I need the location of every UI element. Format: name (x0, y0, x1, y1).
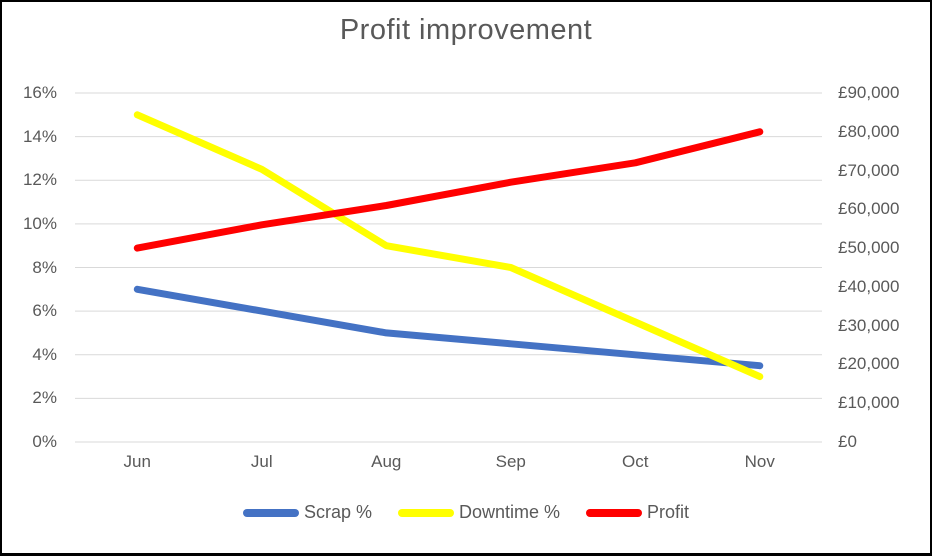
right-axis-tick: £60,000 (838, 199, 900, 219)
legend-label-downtime: Downtime % (458, 502, 561, 522)
left-axis-tick: 10% (22, 213, 57, 233)
right-axis-tick: £40,000 (838, 276, 900, 296)
legend-label-profit: Profit (647, 502, 690, 522)
x-axis-label: Jun (123, 452, 151, 471)
x-axis-label: Sep (495, 452, 526, 471)
legend-swatch-downtime (397, 508, 454, 517)
legend-swatch-profit (586, 508, 643, 517)
left-axis-tick: 16% (22, 83, 57, 102)
left-axis-tick: 8% (32, 257, 57, 277)
legend: Scrap % Downtime % Profit (2, 502, 930, 523)
right-axis-tick: £90,000 (838, 83, 900, 102)
legend-item-profit: Profit (586, 502, 689, 523)
legend-item-downtime: Downtime % (397, 502, 561, 523)
right-axis-tick: £10,000 (838, 393, 900, 413)
left-axis-tick: 4% (32, 344, 57, 364)
right-axis-tick: £80,000 (838, 121, 900, 141)
left-axis-tick: 6% (32, 301, 57, 321)
legend-label-scrap: Scrap % (303, 502, 372, 522)
series-line-downtime (133, 111, 764, 381)
right-axis-tick: £50,000 (838, 238, 900, 258)
x-axis-label: Aug (371, 452, 402, 471)
left-axis-tick: 12% (22, 170, 57, 190)
left-axis-tick: 2% (32, 388, 57, 408)
left-axis-tick: 14% (22, 126, 57, 146)
series-line-profit (133, 128, 764, 252)
x-axis-label: Nov (744, 452, 775, 471)
series-line-scrap (133, 285, 764, 370)
x-axis-label: Jul (250, 452, 273, 471)
left-axis-tick: 0% (32, 432, 57, 451)
legend-item-scrap: Scrap % (242, 502, 372, 523)
legend-swatch-scrap (242, 508, 299, 517)
x-axis-label: Oct (622, 452, 649, 471)
right-axis-tick: £0 (838, 432, 857, 451)
right-axis-tick: £20,000 (838, 354, 900, 374)
chart-title: Profit improvement (339, 14, 593, 46)
right-axis-tick: £70,000 (838, 160, 900, 180)
right-axis-tick: £30,000 (838, 315, 900, 335)
